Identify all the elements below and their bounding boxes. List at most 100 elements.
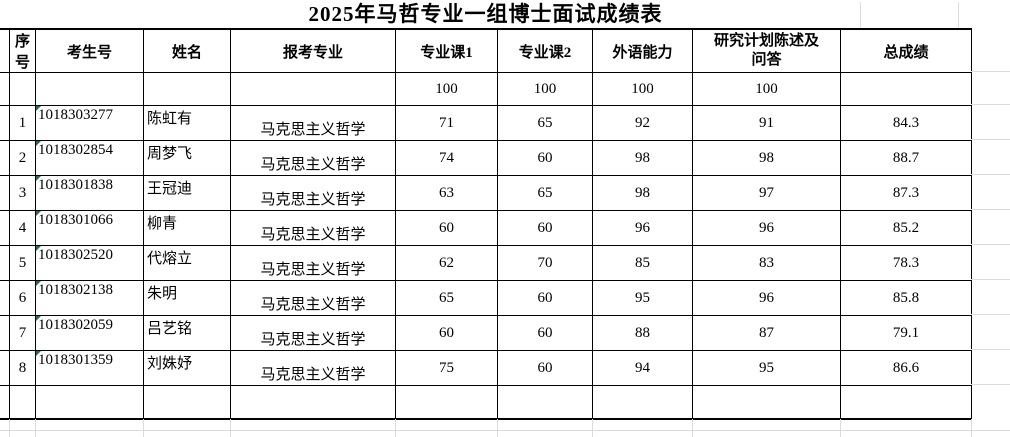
cell-serial[interactable]: 7 xyxy=(9,315,36,351)
cell-course2[interactable]: 65 xyxy=(497,105,593,141)
cell-research-plan[interactable]: 83 xyxy=(692,245,841,281)
cell-serial[interactable]: 2 xyxy=(9,140,36,176)
cell-major[interactable]: 马克思主义哲学 xyxy=(230,280,396,316)
cell-total[interactable]: 88.7 xyxy=(840,140,972,176)
empty-cell[interactable] xyxy=(692,385,841,419)
cell-total[interactable]: 85.2 xyxy=(840,210,972,246)
cell-course1[interactable]: 60 xyxy=(395,315,498,351)
cell-total[interactable]: 79.1 xyxy=(840,315,972,351)
col-header-total[interactable]: 总成绩 xyxy=(840,28,972,73)
max-cell[interactable] xyxy=(230,72,396,106)
cell-total[interactable]: 87.3 xyxy=(840,175,972,211)
cell-foreign-language[interactable]: 98 xyxy=(592,140,693,176)
cell-serial[interactable]: 5 xyxy=(9,245,36,281)
col-header-research-plan[interactable]: 研究计划陈述及问答 xyxy=(692,28,841,73)
cell-course1[interactable]: 71 xyxy=(395,105,498,141)
cell-serial[interactable]: 6 xyxy=(9,280,36,316)
cell-serial[interactable]: 4 xyxy=(9,210,36,246)
cell-foreign-language[interactable]: 94 xyxy=(592,350,693,386)
cell-total[interactable]: 85.8 xyxy=(840,280,972,316)
cell-major[interactable]: 马克思主义哲学 xyxy=(230,140,396,176)
cell-research-plan[interactable]: 96 xyxy=(692,280,841,316)
col-header-major[interactable]: 报考专业 xyxy=(230,28,396,73)
cell-course2[interactable]: 60 xyxy=(497,210,593,246)
cell-total[interactable]: 84.3 xyxy=(840,105,972,141)
cell-major[interactable]: 马克思主义哲学 xyxy=(230,315,396,351)
col-header-course1[interactable]: 专业课1 xyxy=(395,28,498,73)
cell-course1[interactable]: 75 xyxy=(395,350,498,386)
cell-course2[interactable]: 60 xyxy=(497,140,593,176)
cell-serial[interactable]: 3 xyxy=(9,175,36,211)
cell-course2[interactable]: 60 xyxy=(497,280,593,316)
cell-major[interactable]: 马克思主义哲学 xyxy=(230,245,396,281)
cell-course2[interactable]: 70 xyxy=(497,245,593,281)
max-cell-course2[interactable]: 100 xyxy=(497,72,593,106)
empty-cell[interactable] xyxy=(35,385,144,419)
cell-name[interactable]: 王冠迪 xyxy=(143,175,231,211)
cell-name[interactable]: 柳青 xyxy=(143,210,231,246)
empty-cell[interactable] xyxy=(592,385,693,419)
cell-foreign-language[interactable]: 98 xyxy=(592,175,693,211)
max-cell-total[interactable] xyxy=(840,72,972,106)
empty-cell[interactable] xyxy=(9,385,36,419)
cell-foreign-language[interactable]: 96 xyxy=(592,210,693,246)
cell-foreign-language[interactable]: 92 xyxy=(592,105,693,141)
cell-course2[interactable]: 65 xyxy=(497,175,593,211)
col-header-course2[interactable]: 专业课2 xyxy=(497,28,593,73)
cell-course2[interactable]: 60 xyxy=(497,350,593,386)
cell-name[interactable]: 陈虹有 xyxy=(143,105,231,141)
cell-foreign-language[interactable]: 85 xyxy=(592,245,693,281)
max-cell-course1[interactable]: 100 xyxy=(395,72,498,106)
cell-total[interactable]: 86.6 xyxy=(840,350,972,386)
empty-cell[interactable] xyxy=(230,385,396,419)
cell-course1[interactable]: 74 xyxy=(395,140,498,176)
cell-course2[interactable]: 60 xyxy=(497,315,593,351)
cell-foreign-language[interactable]: 88 xyxy=(592,315,693,351)
empty-cell[interactable] xyxy=(840,385,972,419)
cell-research-plan[interactable]: 96 xyxy=(692,210,841,246)
cell-major[interactable]: 马克思主义哲学 xyxy=(230,175,396,211)
cell-candidate-id[interactable]: 1018302854 xyxy=(35,140,144,176)
cell-course1[interactable]: 60 xyxy=(395,210,498,246)
cell-total[interactable]: 78.3 xyxy=(840,245,972,281)
cell-serial[interactable]: 1 xyxy=(9,105,36,141)
max-cell-research-plan[interactable]: 100 xyxy=(692,72,841,106)
cell-name[interactable]: 朱明 xyxy=(143,280,231,316)
max-cell[interactable] xyxy=(143,72,231,106)
max-cell-foreign-language[interactable]: 100 xyxy=(592,72,693,106)
cell-candidate-id[interactable]: 1018302059 xyxy=(35,315,144,351)
empty-cell[interactable] xyxy=(143,385,231,419)
cell-name[interactable]: 吕艺铭 xyxy=(143,315,231,351)
cell-name[interactable]: 代熔立 xyxy=(143,245,231,281)
cell-research-plan[interactable]: 97 xyxy=(692,175,841,211)
max-cell[interactable] xyxy=(9,72,36,106)
cell-course1[interactable]: 63 xyxy=(395,175,498,211)
col-header-candidate-id[interactable]: 考生号 xyxy=(35,28,144,73)
cell-name[interactable]: 刘姝妤 xyxy=(143,350,231,386)
cell-candidate-id[interactable]: 1018301838 xyxy=(35,175,144,211)
empty-cell[interactable] xyxy=(497,385,593,419)
cell-candidate-id[interactable]: 1018303277 xyxy=(35,105,144,141)
cell-major[interactable]: 马克思主义哲学 xyxy=(230,350,396,386)
cell-research-plan[interactable]: 91 xyxy=(692,105,841,141)
cell-major[interactable]: 马克思主义哲学 xyxy=(230,210,396,246)
cell-course1[interactable]: 62 xyxy=(395,245,498,281)
cell-candidate-id[interactable]: 1018301359 xyxy=(35,350,144,386)
cell-research-plan[interactable]: 87 xyxy=(692,315,841,351)
cell-major[interactable]: 马克思主义哲学 xyxy=(230,105,396,141)
cell-name[interactable]: 周梦飞 xyxy=(143,140,231,176)
col-header-serial[interactable]: 序号 xyxy=(9,28,36,73)
cell-candidate-id[interactable]: 1018301066 xyxy=(35,210,144,246)
cell-candidate-id[interactable]: 1018302138 xyxy=(35,280,144,316)
cell-foreign-language[interactable]: 95 xyxy=(592,280,693,316)
col-header-foreign-language[interactable]: 外语能力 xyxy=(592,28,693,73)
cell-serial[interactable]: 8 xyxy=(9,350,36,386)
col-header-name[interactable]: 姓名 xyxy=(143,28,231,73)
max-cell[interactable] xyxy=(35,72,144,106)
empty-cell[interactable] xyxy=(0,385,10,419)
cell-candidate-id[interactable]: 1018302520 xyxy=(35,245,144,281)
empty-cell[interactable] xyxy=(395,385,498,419)
cell-research-plan[interactable]: 98 xyxy=(692,140,841,176)
cell-course1[interactable]: 65 xyxy=(395,280,498,316)
cell-research-plan[interactable]: 95 xyxy=(692,350,841,386)
